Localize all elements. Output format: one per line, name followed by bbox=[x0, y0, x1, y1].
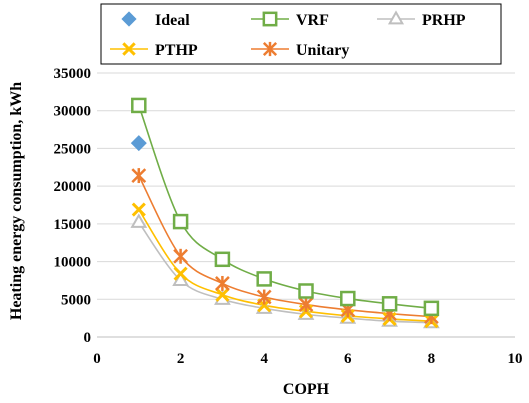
data-point-pthp bbox=[173, 266, 188, 281]
legend-box bbox=[100, 3, 502, 65]
data-point-prhp bbox=[130, 213, 148, 228]
data-point-unitary bbox=[173, 248, 188, 264]
series-line-unitary bbox=[138, 175, 432, 318]
data-point-unitary bbox=[131, 168, 147, 184]
y-tick-label: 20000 bbox=[54, 179, 92, 195]
data-point-vrf bbox=[423, 300, 440, 317]
data-point-vrf bbox=[381, 296, 398, 312]
data-point-vrf bbox=[298, 283, 314, 299]
data-point-unitary bbox=[256, 289, 272, 305]
legend-marker-pthp bbox=[122, 42, 136, 56]
y-tick-label: 15000 bbox=[54, 217, 92, 233]
y-tick-label: 30000 bbox=[54, 104, 92, 120]
legend-marker-ideal bbox=[121, 11, 137, 27]
data-point-pthp bbox=[215, 287, 230, 302]
y-tick-label: 25000 bbox=[54, 141, 92, 157]
y-axis-title: Heating energy consumption, kWh bbox=[8, 82, 25, 320]
data-point-pthp bbox=[131, 202, 146, 217]
data-point-vrf bbox=[340, 290, 356, 307]
x-tick-label: 2 bbox=[177, 351, 185, 367]
x-tick-label: 4 bbox=[260, 351, 268, 367]
data-point-vrf bbox=[172, 213, 189, 230]
data-point-vrf bbox=[214, 251, 231, 268]
legend-label-prhp: PRHP bbox=[422, 12, 466, 29]
y-tick-label: 5000 bbox=[61, 292, 91, 308]
legend-marker-prhp bbox=[387, 10, 405, 25]
legend-item-unitary: Unitary bbox=[251, 41, 349, 59]
legend-item-vrf: VRF bbox=[251, 11, 329, 29]
x-tick-label: 10 bbox=[508, 351, 523, 367]
axes: 0 5000 10000 15000 20000 25000 30000 35000 0 2 4 6 8… bbox=[54, 66, 523, 367]
x-tick-label: 8 bbox=[428, 351, 436, 367]
data-point-unitary bbox=[298, 297, 314, 313]
y-tick-label: 35000 bbox=[54, 66, 92, 82]
gridlines bbox=[97, 72, 515, 300]
data-point-unitary bbox=[215, 275, 230, 291]
legend-label-ideal: Ideal bbox=[155, 12, 190, 29]
y-tick-label: 10000 bbox=[54, 255, 92, 271]
data-point-ideal bbox=[130, 135, 147, 152]
legend-label-unitary: Unitary bbox=[296, 42, 349, 59]
legend-item-prhp: PRHP bbox=[377, 10, 466, 29]
x-tick-label: 6 bbox=[344, 351, 352, 367]
data-point-vrf bbox=[131, 97, 147, 114]
legend-marker-vrf bbox=[262, 11, 278, 27]
legend-label-pthp: PTHP bbox=[155, 42, 198, 59]
x-axis-title: COPH bbox=[283, 381, 330, 398]
legend-item-ideal: Ideal bbox=[121, 11, 190, 29]
x-tick-label: 0 bbox=[93, 351, 101, 367]
y-tick-label: 0 bbox=[84, 330, 92, 346]
legend-marker-unitary bbox=[262, 41, 278, 57]
legend-item-pthp: PTHP bbox=[110, 42, 198, 59]
plot-area bbox=[130, 97, 440, 329]
legend: Ideal VRF PRHP PTHP Unitary bbox=[100, 3, 502, 65]
data-point-prhp bbox=[172, 271, 189, 286]
legend-label-vrf: VRF bbox=[296, 12, 329, 29]
data-point-vrf bbox=[256, 271, 272, 287]
